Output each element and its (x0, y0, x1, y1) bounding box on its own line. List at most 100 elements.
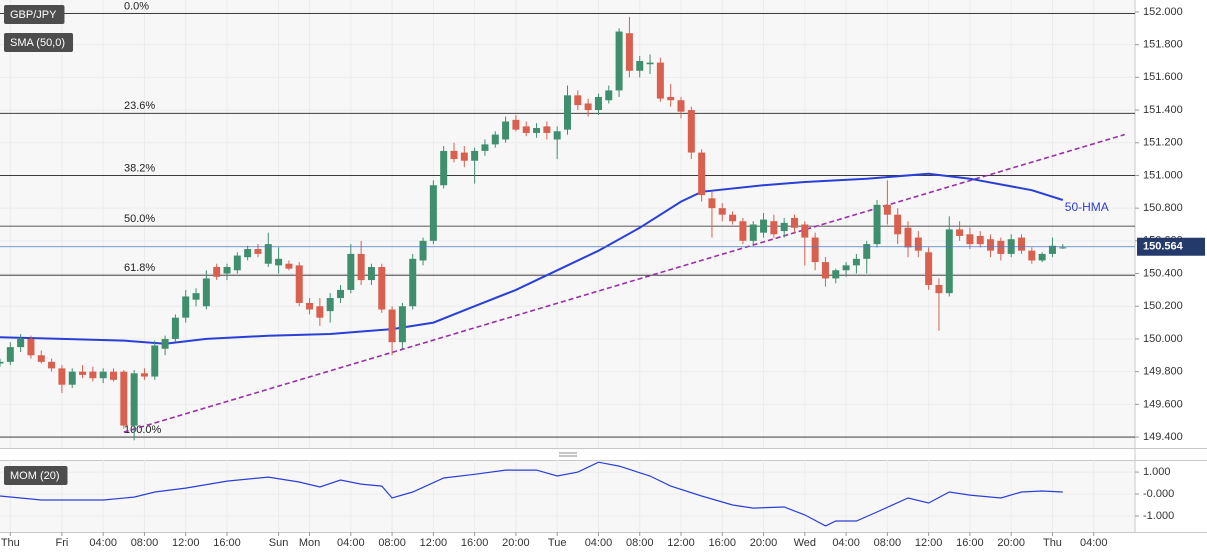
candle-body (306, 302, 314, 310)
candle-body (739, 221, 747, 241)
candle-body (718, 208, 726, 215)
y-tick-label: 149.600 (1143, 398, 1183, 410)
candle-body (450, 150, 458, 160)
candle-body (171, 317, 179, 339)
x-tick-label: 04:00 (337, 537, 365, 549)
candle-body (388, 309, 396, 343)
fib-label: 50.0% (124, 213, 155, 225)
x-tick-label: 12:00 (667, 537, 695, 549)
candle-body (574, 95, 582, 106)
candle-body (1059, 247, 1067, 249)
x-tick-label: Wed (794, 537, 816, 549)
y-tick-label: 151.000 (1143, 169, 1183, 181)
candle-body (615, 31, 623, 91)
candle-body (821, 262, 829, 279)
x-tick-label: 04:00 (1080, 537, 1108, 549)
fib-label: 100.0% (124, 424, 162, 436)
candle-body (976, 235, 984, 245)
candle-body (543, 126, 551, 133)
candle-body (687, 110, 695, 153)
candle-body (512, 119, 520, 130)
candle-body (533, 128, 541, 133)
candle-body (378, 267, 386, 310)
legend-box (4, 5, 65, 24)
candle-body (667, 96, 675, 101)
candle-body (347, 253, 355, 290)
candle-body (130, 373, 138, 426)
x-tick-label: 08:00 (131, 537, 159, 549)
candle-body (956, 229, 964, 236)
candle-body (275, 258, 283, 266)
candle-body (182, 296, 190, 318)
x-tick-label: 16:00 (461, 537, 489, 549)
x-tick-label: 16:00 (709, 537, 737, 549)
candle-body (770, 221, 778, 235)
trendline (123, 133, 1125, 433)
candle-body (584, 103, 592, 111)
candle-body (27, 338, 35, 356)
candle-body (987, 239, 995, 251)
y-tick-label: -0.000 (1143, 488, 1174, 500)
x-tick-label: 12:00 (172, 537, 200, 549)
candle-body (223, 267, 231, 274)
price-pane (0, 0, 1135, 448)
x-tick-label: 12:00 (915, 537, 943, 549)
candle-body (873, 204, 881, 245)
candle-body (79, 371, 87, 375)
candle-body (295, 265, 303, 303)
candle-body (419, 240, 427, 261)
y-tick-label: 150.000 (1143, 333, 1183, 345)
x-tick-label: Thu (1043, 537, 1062, 549)
x-tick-label: 04:00 (585, 537, 613, 549)
candle-body (1018, 237, 1025, 251)
candle-body (914, 237, 922, 251)
candle-body (233, 255, 241, 271)
candle-body (326, 298, 334, 312)
candle-body (729, 214, 737, 222)
y-tick-label: 1.000 (1143, 466, 1171, 478)
y-tick-label: 150.800 (1143, 202, 1183, 214)
y-tick-label: 151.600 (1143, 71, 1183, 83)
y-tick-label: 151.200 (1143, 137, 1183, 149)
candle-body (316, 306, 324, 318)
candle-body (409, 258, 417, 307)
candle-body (254, 249, 262, 254)
candle-body (6, 347, 14, 362)
candle-body (398, 306, 406, 343)
y-tick-label: 150.200 (1143, 300, 1183, 312)
candle-body (440, 150, 448, 186)
candle-body (625, 33, 633, 71)
candle-body (502, 121, 510, 140)
candle-body (161, 338, 169, 349)
y-tick-label: 149.400 (1143, 431, 1183, 443)
candle-body (471, 150, 479, 161)
candle-body (89, 371, 97, 379)
candle-body (894, 214, 902, 235)
candle-body (832, 270, 840, 279)
line-annotation: 50-HMA (1065, 200, 1109, 214)
candle-body (1028, 250, 1036, 261)
candle-body (429, 185, 437, 241)
candle-body (935, 284, 943, 294)
momentum-line (0, 461, 1063, 527)
candle-body (1048, 245, 1056, 254)
legend-label: GBP/JPY (10, 9, 57, 21)
x-tick-label: Sun (269, 537, 289, 549)
x-tick-label: 08:00 (378, 537, 406, 549)
x-tick-label: 20:00 (502, 537, 530, 549)
candle-body (749, 224, 757, 241)
candle-body (48, 361, 56, 369)
y-tick-label: 151.400 (1143, 104, 1183, 116)
fib-label: 0.0% (124, 0, 149, 12)
candle-body (244, 249, 252, 258)
y-tick-label: 151.800 (1143, 39, 1183, 51)
candle-body (760, 219, 768, 233)
fib-label: 23.6% (124, 100, 155, 112)
candle-body (17, 338, 25, 348)
candle-body (811, 237, 819, 263)
candle-body (553, 131, 561, 140)
candle-body (213, 267, 221, 277)
y-tick-label: 152.000 (1143, 6, 1183, 18)
candle-body (883, 204, 891, 215)
